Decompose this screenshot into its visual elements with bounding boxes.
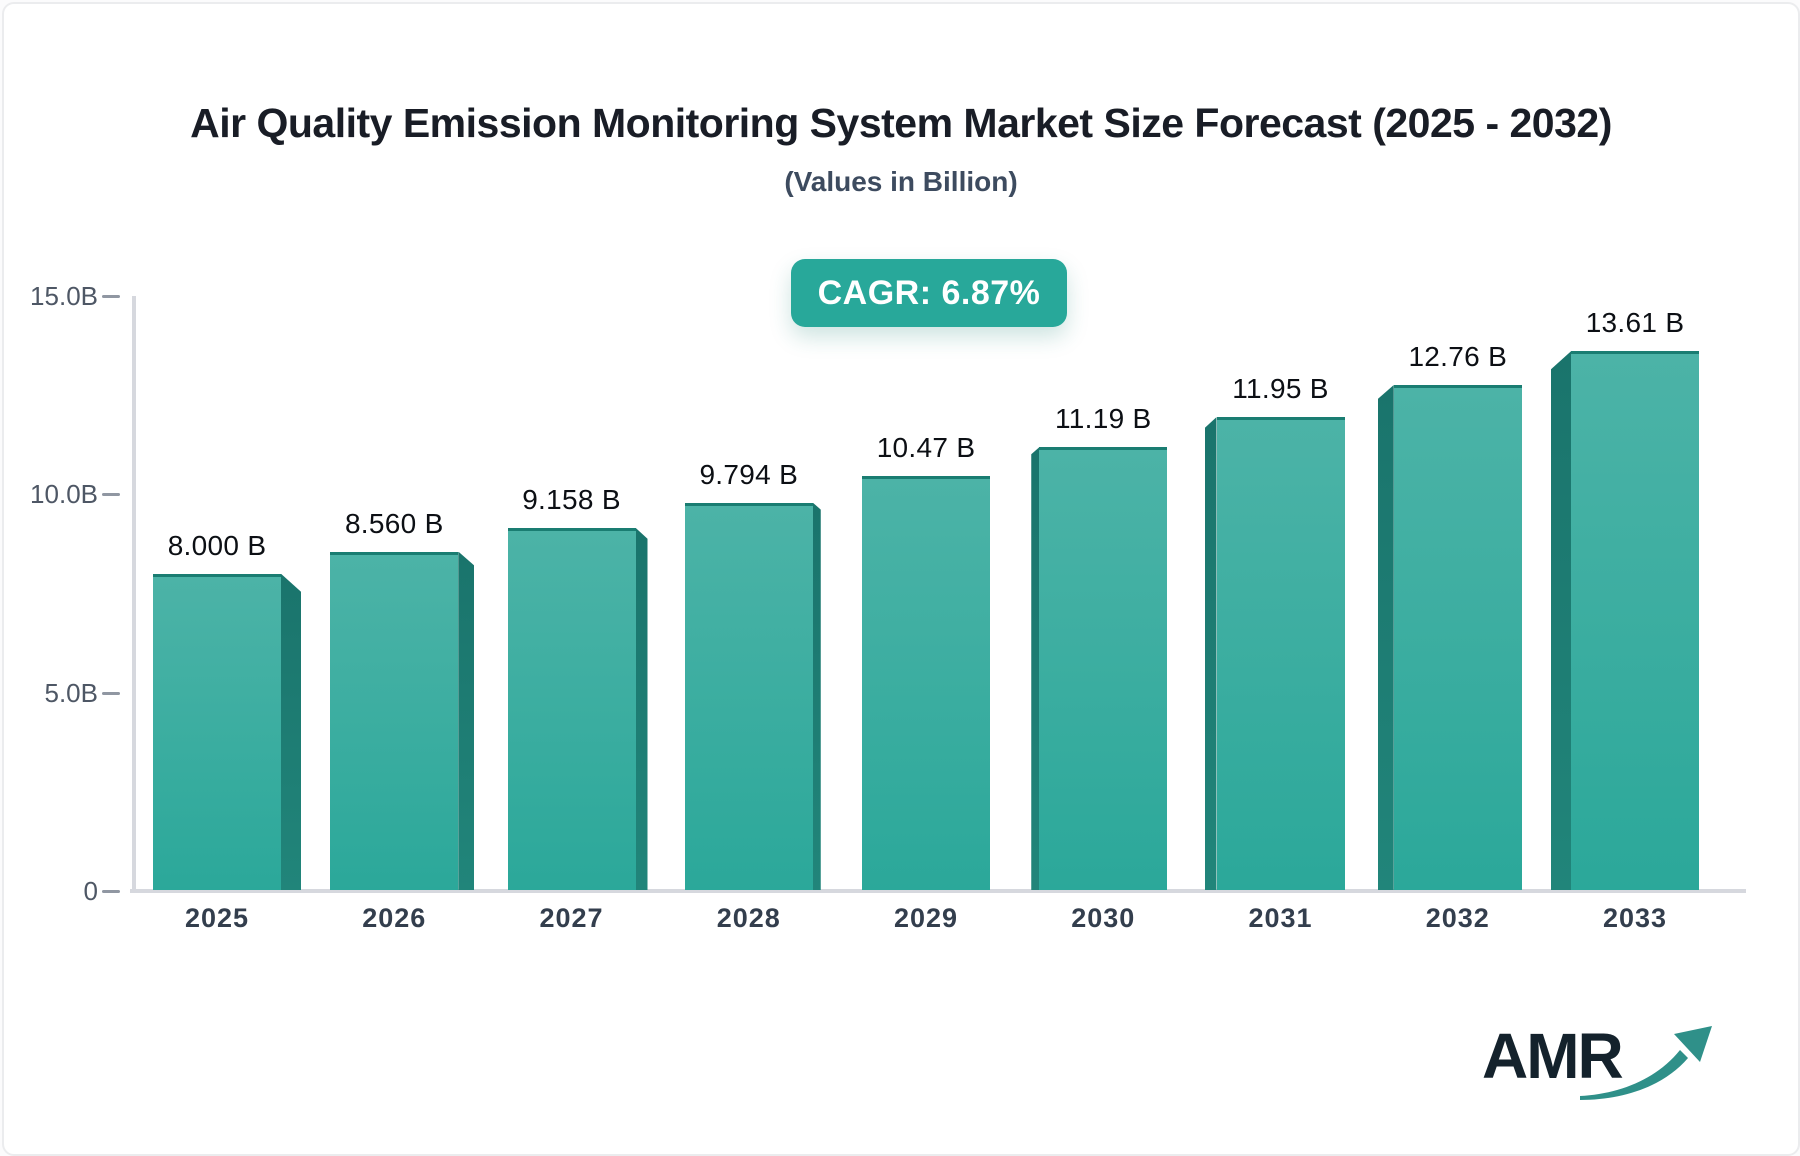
x-axis-baseline <box>130 889 1746 893</box>
bar-3d-side <box>812 502 821 890</box>
cagr-badge: CAGR: 6.87% <box>791 259 1067 327</box>
growth-arrow-icon <box>1580 1026 1712 1100</box>
bar-value-label: 11.19 B <box>1054 403 1152 435</box>
bar-3d-side <box>458 551 475 890</box>
amr-logo: AMR <box>1482 1016 1712 1112</box>
y-axis-tick-label: 0 <box>83 876 98 906</box>
y-axis-tick-label: 5.0B <box>44 677 99 708</box>
y-axis-tick-mark <box>102 295 120 299</box>
bar-3d-side <box>635 527 648 890</box>
bar-2029 <box>862 475 990 890</box>
bar-3d-side <box>281 573 301 890</box>
bar-2025 <box>153 573 281 890</box>
bar-2027 <box>507 527 636 890</box>
bar-value-label: 12.76 B <box>1408 340 1508 372</box>
bar-2032 <box>1393 384 1522 890</box>
bar-value-label: 9.794 B <box>699 458 799 490</box>
bar-value-label: 8.560 B <box>344 507 444 539</box>
y-axis-tick-mark <box>102 691 120 695</box>
bar-3d-side <box>1377 384 1394 890</box>
y-axis-tick-label: 10.0B <box>30 479 98 510</box>
x-axis-label: 2026 <box>362 903 427 933</box>
bar-2033 <box>1571 351 1699 890</box>
x-axis-label: 2029 <box>893 903 959 933</box>
y-axis-tick-label: 15.0B <box>30 281 98 312</box>
amr-logo-text: AMR <box>1482 1020 1624 1092</box>
bar-value-label: 10.47 B <box>876 431 976 463</box>
bar-3d-side <box>1204 417 1217 890</box>
bar-3d-side <box>1551 351 1571 890</box>
y-axis-tick-mark <box>102 890 120 893</box>
x-axis-label: 2030 <box>1071 903 1136 933</box>
bar-value-label: 9.158 B <box>522 483 621 515</box>
x-axis-label: 2033 <box>1602 903 1668 933</box>
bar-value-label: 8.000 B <box>167 529 267 561</box>
x-axis-label: 2027 <box>539 903 604 933</box>
x-axis-label: 2025 <box>184 903 250 933</box>
bar-3d-side <box>1031 447 1040 890</box>
y-axis-tick-mark <box>102 493 120 497</box>
bar-2028 <box>684 502 813 890</box>
bar-value-label: 13.61 B <box>1585 307 1685 339</box>
bar-2030 <box>1039 447 1168 890</box>
x-axis-label: 2031 <box>1248 903 1313 933</box>
bar-2026 <box>330 551 459 890</box>
y-axis-line <box>132 296 136 893</box>
bar-value-label: 11.95 B <box>1232 373 1329 405</box>
chart-title: Air Quality Emission Monitoring System M… <box>190 100 1612 146</box>
chart-subtitle: (Values in Billion) <box>784 166 1018 197</box>
x-axis-label: 2032 <box>1425 903 1490 933</box>
x-axis-label: 2028 <box>716 903 781 933</box>
bar-2031 <box>1216 417 1345 890</box>
